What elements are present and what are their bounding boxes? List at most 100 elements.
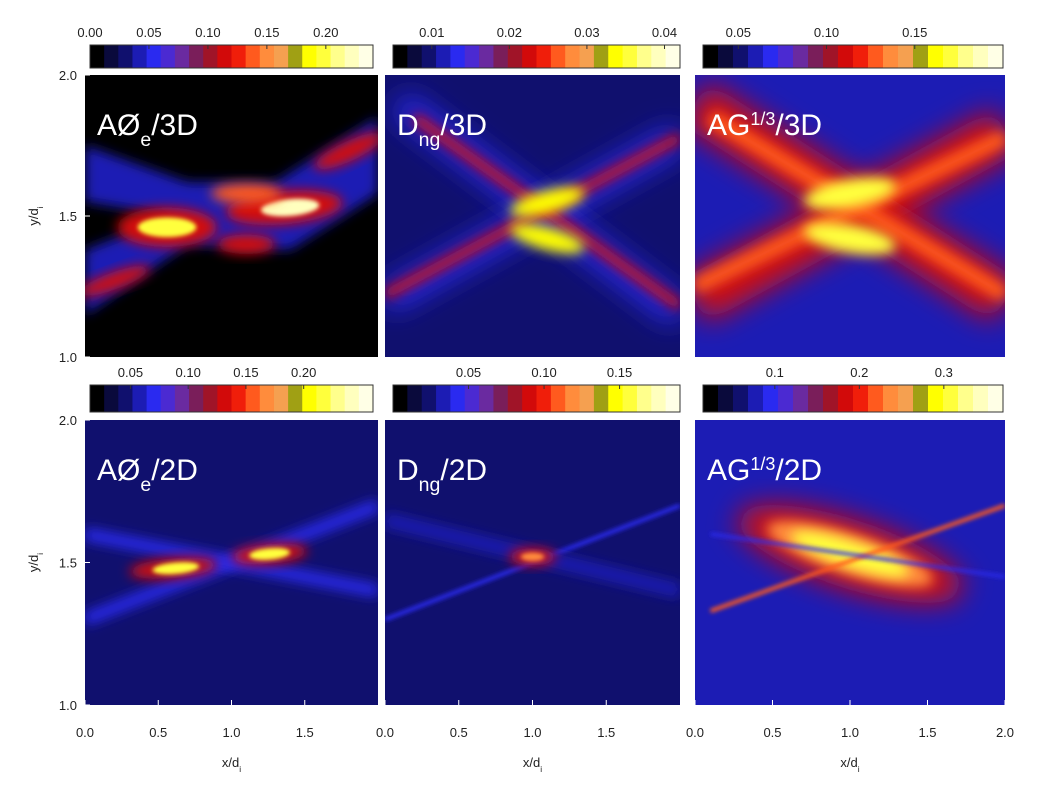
y-tick-label: 1.5 — [59, 209, 77, 224]
panel-title: AG1/3/2D — [707, 454, 822, 487]
panel-title: AØe/3D — [97, 109, 198, 151]
heatmap-region — [804, 222, 896, 255]
panel-title-sub: ng — [419, 129, 441, 151]
colorbar-segment — [763, 385, 779, 412]
colorbar-segment — [748, 385, 764, 412]
colorbar-segment — [104, 385, 119, 412]
heatmap-band — [709, 503, 1005, 613]
colorbar-segment — [407, 45, 423, 68]
colorbar-segment — [464, 45, 480, 68]
colorbar-segment — [358, 385, 374, 412]
y-axis-label: y/di — [26, 206, 45, 225]
colorbar-segment — [160, 385, 176, 412]
heatmap-band — [85, 528, 378, 597]
panel-title-main: D — [397, 109, 419, 142]
colorbar-tick-label: 0.00 — [77, 25, 102, 40]
panel-title-main: D — [397, 454, 419, 487]
colorbar-segment — [793, 385, 809, 412]
colorbar-segment — [550, 385, 566, 412]
colorbar-segment — [203, 45, 218, 68]
colorbar-segment — [146, 45, 162, 68]
colorbar-segment — [302, 385, 317, 412]
colorbar-segment — [217, 385, 232, 412]
x-axis-label: x/di — [840, 755, 859, 774]
colorbar-segment — [118, 45, 133, 68]
colorbar-segment — [522, 385, 537, 412]
colorbar-segment — [823, 385, 839, 412]
colorbar-segment — [593, 45, 609, 68]
x-tick-label: 0.0 — [376, 725, 394, 740]
colorbar-segment — [522, 45, 537, 68]
colorbar-tick-label: 0.1 — [766, 365, 784, 380]
colorbar-segment — [718, 45, 734, 68]
colorbar-segment — [988, 45, 1004, 68]
colorbar-segment — [778, 45, 794, 68]
colorbar-segment — [748, 45, 764, 68]
colorbar-segment — [988, 385, 1004, 412]
colorbar-segment — [118, 385, 133, 412]
heatmap-region — [216, 234, 276, 255]
colorbar-segment — [808, 45, 824, 68]
panel-title: Dng/2D — [397, 454, 487, 496]
colorbar-segment — [132, 385, 148, 412]
heatmap — [385, 75, 680, 357]
colorbar-segment — [90, 45, 105, 68]
heatmap-band — [710, 532, 1005, 579]
colorbar-segment — [853, 45, 869, 68]
y-axis-label-main: y/d — [26, 208, 41, 225]
y-axis-label-main: y/d — [26, 555, 41, 572]
colorbar-tick-label: 0.15 — [233, 365, 258, 380]
colorbar-segment — [536, 385, 552, 412]
colorbar-segment — [838, 385, 854, 412]
panel: AG1/3/2D 0.0 0.5 1.0 1.5 2.0 x/di 0.1 0.2 0.3 — [686, 365, 1014, 774]
colorbar-segment — [302, 45, 317, 68]
y-axis-label-sub: i — [35, 206, 45, 208]
panel-title-rest: /3D — [151, 109, 198, 142]
colorbar-segment — [536, 45, 552, 68]
colorbar-tick-label: 0.10 — [814, 25, 839, 40]
x-axis-label-main: x/d — [523, 755, 540, 770]
colorbar-segment — [273, 45, 289, 68]
colorbar-segment — [288, 45, 303, 68]
panel-title-sub: e — [140, 474, 151, 496]
colorbar-segment — [913, 45, 929, 68]
x-tick-label: 1.5 — [296, 725, 314, 740]
panel: AG1/3/3D 0.05 0.10 0.15 — [695, 25, 1005, 357]
colorbar-segment — [665, 45, 681, 68]
colorbar-segment — [733, 45, 749, 68]
colorbar-segment — [973, 45, 989, 68]
panel-title: AG1/3/3D — [707, 109, 822, 142]
colorbar-tick-label: 0.05 — [456, 365, 481, 380]
x-axis-label-sub: i — [858, 764, 860, 774]
colorbar-segment — [665, 385, 681, 412]
colorbar-segment — [330, 45, 346, 68]
colorbar-segment — [479, 385, 494, 412]
colorbar-tick-label: 0.10 — [531, 365, 556, 380]
panel-title: Dng/3D — [397, 109, 487, 151]
heatmap — [85, 420, 378, 705]
y-tick-label: 1.0 — [59, 350, 77, 365]
colorbar-segment — [436, 45, 451, 68]
colorbar-tick-label: 0.3 — [935, 365, 953, 380]
colorbar-segment — [565, 45, 581, 68]
x-tick-label: 1.0 — [841, 725, 859, 740]
heatmap-region — [260, 198, 320, 217]
panel: Dng/3D 0.01 0.02 0.03 0.04 — [385, 25, 681, 357]
colorbar-segment — [104, 45, 119, 68]
colorbar-segment — [189, 45, 204, 68]
panel-title-rest: /2D — [775, 454, 822, 487]
panel-title-sup: 1/3 — [750, 109, 775, 129]
x-tick-label: 2.0 — [996, 725, 1014, 740]
colorbar-segment — [203, 385, 218, 412]
colorbar-segment — [479, 45, 494, 68]
colorbar-frame — [89, 384, 374, 413]
x-tick-label: 0.5 — [450, 725, 468, 740]
colorbar-segment — [793, 45, 809, 68]
panel-title-main: AG — [707, 109, 750, 142]
colorbar-segment — [651, 45, 667, 68]
colorbar-segment — [868, 385, 884, 412]
y-axis-label: y/di — [26, 553, 45, 572]
colorbar-segment — [883, 45, 899, 68]
colorbar-tick-label: 0.03 — [574, 25, 599, 40]
colorbar-segment — [636, 45, 652, 68]
